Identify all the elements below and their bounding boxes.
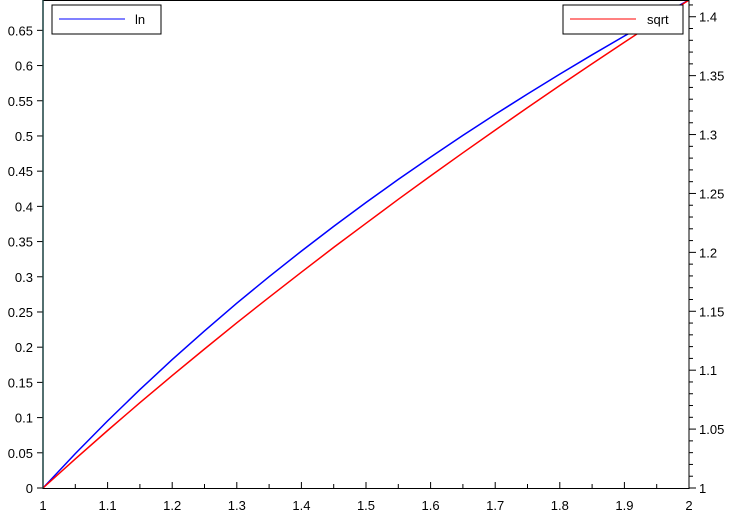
y-left-tick-label: 0.55 <box>8 94 33 109</box>
x-tick-label: 1.3 <box>228 498 246 512</box>
y-left-tick-label: 0.6 <box>15 59 33 74</box>
y-right-tick-label: 1.35 <box>699 69 724 84</box>
legend-ln-label: ln <box>135 12 145 27</box>
y-left-tick-label: 0.25 <box>8 305 33 320</box>
x-tick-label: 1.2 <box>163 498 181 512</box>
y-left-tick-label: 0.2 <box>15 340 33 355</box>
y-left-tick-label: 0 <box>26 481 33 496</box>
y-right-tick-label: 1.3 <box>699 128 717 143</box>
legend-sqrt-label: sqrt <box>647 12 669 27</box>
x-tick-label: 1.9 <box>615 498 633 512</box>
y-left-tick-label: 0.1 <box>15 411 33 426</box>
y-left-tick-label: 0.45 <box>8 164 33 179</box>
x-tick-label: 1.6 <box>422 498 440 512</box>
x-tick-label: 2 <box>685 498 692 512</box>
y-left-tick-label: 0.05 <box>8 446 33 461</box>
y-right-tick-label: 1.4 <box>699 10 717 25</box>
x-tick-label: 1.4 <box>292 498 310 512</box>
x-tick-label: 1.8 <box>551 498 569 512</box>
x-tick-label: 1.7 <box>486 498 504 512</box>
y-right-tick-label: 1 <box>699 481 706 496</box>
y-right-tick-label: 1.05 <box>699 422 724 437</box>
y-right-tick-label: 1.2 <box>699 245 717 260</box>
x-tick-label: 1.5 <box>357 498 375 512</box>
y-left-tick-label: 0.65 <box>8 23 33 38</box>
y-left-tick-label: 0.35 <box>8 235 33 250</box>
legend-sqrt: sqrt <box>562 4 684 35</box>
y-left-tick-label: 0.5 <box>15 129 33 144</box>
y-left-tick-label: 0.15 <box>8 375 33 390</box>
y-right-tick-label: 1.25 <box>699 186 724 201</box>
series-line-sqrt <box>42 0 690 489</box>
legend-ln: ln <box>51 4 162 35</box>
x-tick-label: 1.1 <box>99 498 117 512</box>
y-right-tick-label: 1.15 <box>699 304 724 319</box>
plot-frame <box>42 0 690 489</box>
x-tick-label: 1 <box>39 498 46 512</box>
y-left-tick-label: 0.4 <box>15 199 33 214</box>
series-line-ln <box>42 0 690 489</box>
y-right-tick-label: 1.1 <box>699 363 717 378</box>
y-left-tick-label: 0.3 <box>15 270 33 285</box>
